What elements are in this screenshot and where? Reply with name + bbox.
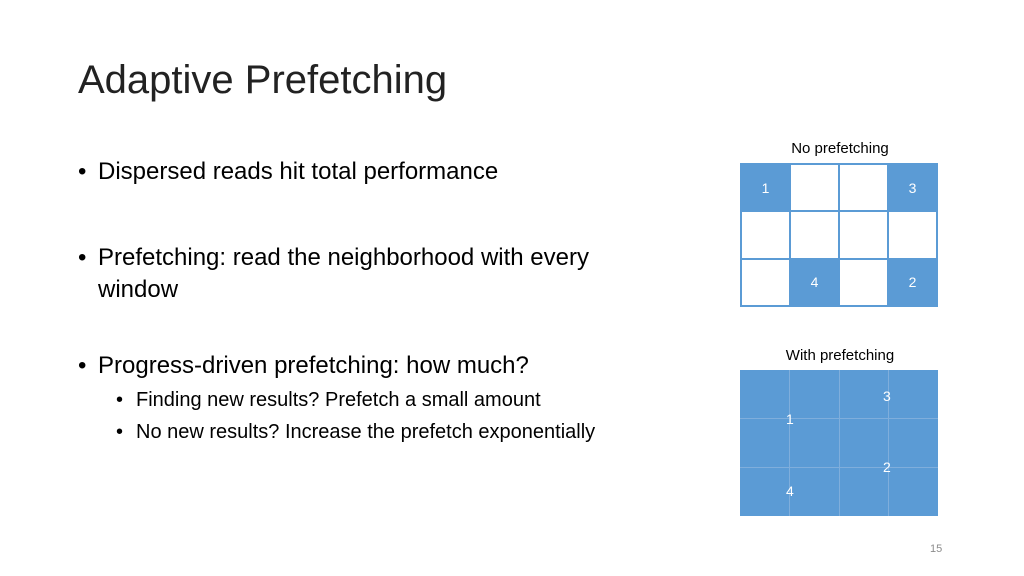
window-number: 1: [786, 411, 794, 427]
grid-cell: 2: [889, 259, 936, 305]
grid-cell: [840, 165, 887, 211]
grid-line: [740, 418, 938, 419]
grid-label-no-prefetching: No prefetching: [791, 140, 889, 157]
grid-line: [740, 467, 938, 468]
grid-label-with-prefetching: With prefetching: [785, 347, 895, 364]
grid-cell: 3: [889, 165, 936, 211]
window-number: 2: [883, 459, 891, 475]
bullet-item: Progress-driven prefetching: how much?: [78, 350, 638, 382]
grid-cell: [791, 212, 838, 258]
grid-line: [888, 370, 889, 516]
bullet-list: Dispersed reads hit total performance Pr…: [78, 156, 638, 446]
grid-cell: [840, 212, 887, 258]
sub-bullet-item: Finding new results? Prefetch a small am…: [116, 386, 638, 414]
window-number: 3: [883, 388, 891, 404]
window-number: 4: [786, 483, 794, 499]
grid-cell: 1: [742, 165, 789, 211]
grid-cell: [889, 212, 936, 258]
grid-no-prefetching: 1 3 4 2: [740, 163, 938, 307]
grid-line: [789, 370, 790, 516]
grid-cell: [840, 259, 887, 305]
grid-cell: [742, 212, 789, 258]
bullet-item: Prefetching: read the neighborhood with …: [78, 242, 638, 306]
grid-cell: [742, 259, 789, 305]
grid-cell: 4: [791, 259, 838, 305]
grid-line: [839, 370, 840, 516]
grid-with-prefetching: 1 3 2 4: [740, 370, 938, 516]
sub-bullet-item: No new results? Increase the prefetch ex…: [116, 418, 638, 446]
grid-cell: [791, 165, 838, 211]
bullet-item: Dispersed reads hit total performance: [78, 156, 638, 188]
slide-number: 15: [930, 543, 943, 555]
slide-title: Adaptive Prefetching: [78, 58, 448, 102]
